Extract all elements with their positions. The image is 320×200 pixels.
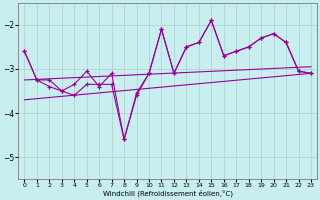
- X-axis label: Windchill (Refroidissement éolien,°C): Windchill (Refroidissement éolien,°C): [103, 190, 233, 197]
